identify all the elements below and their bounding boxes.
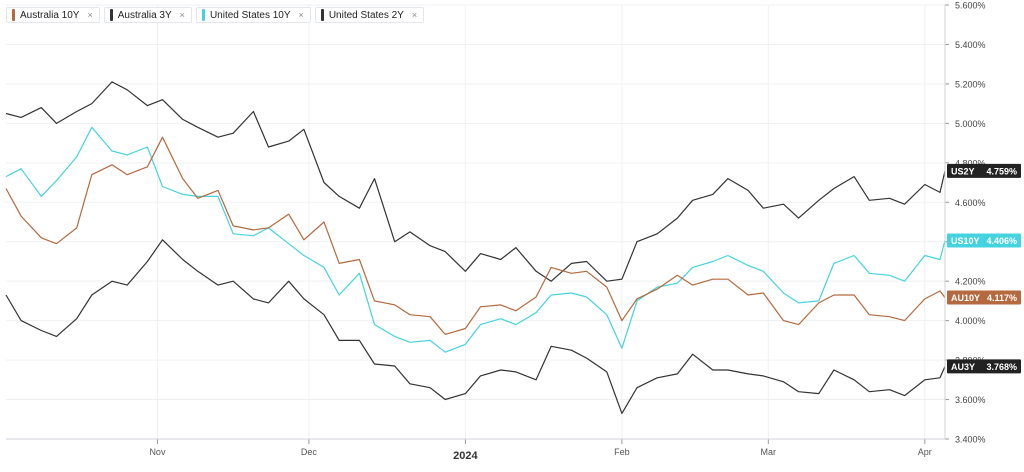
close-icon[interactable]: × bbox=[298, 10, 304, 20]
y-tick-label: 5.600% bbox=[955, 1, 986, 11]
badge-value: 4.117% bbox=[987, 293, 1017, 303]
y-tick-label: 4.600% bbox=[955, 198, 986, 208]
legend: Australia 10Y × Australia 3Y × United St… bbox=[6, 7, 425, 25]
legend-label: United States 2Y bbox=[328, 9, 404, 21]
series-color-swatch bbox=[320, 9, 324, 21]
legend-chip-united-states-10y[interactable]: United States 10Y × bbox=[195, 7, 311, 23]
badge-label: AU3Y bbox=[951, 362, 975, 372]
series-line-australia-10y[interactable] bbox=[5, 136, 946, 335]
legend-chip-australia-10y[interactable]: Australia 10Y × bbox=[6, 7, 100, 23]
y-tick-label: 3.600% bbox=[955, 395, 986, 405]
legend-label: Australia 3Y bbox=[117, 9, 172, 21]
series-line-united-states-2y[interactable] bbox=[5, 81, 946, 282]
x-tick-label: 2024 bbox=[453, 450, 478, 462]
close-icon[interactable]: × bbox=[179, 10, 185, 20]
x-tick-label: Apr bbox=[918, 447, 932, 457]
series-color-swatch bbox=[201, 9, 205, 21]
badge-au10y: AU10Y 4.117% bbox=[947, 290, 1021, 305]
badge-value: 4.759% bbox=[986, 166, 1017, 176]
y-tick-label: 3.400% bbox=[955, 435, 986, 445]
badge-background bbox=[947, 359, 1021, 374]
x-tick-label: Nov bbox=[149, 447, 166, 457]
y-tick-label: 5.400% bbox=[955, 40, 986, 50]
badge-au3y: AU3Y 3.768% bbox=[947, 359, 1021, 374]
series-line-australia-3y[interactable] bbox=[5, 239, 946, 414]
legend-label: Australia 10Y bbox=[20, 9, 80, 21]
x-tick-label: Mar bbox=[761, 447, 777, 457]
y-tick-label: 4.000% bbox=[955, 316, 986, 326]
badge-value: 3.768% bbox=[986, 362, 1017, 372]
badge-us10y: US10Y 4.406% bbox=[947, 233, 1021, 248]
y-tick-label: 5.000% bbox=[955, 119, 986, 129]
axes: 3.400%3.600%3.800%4.000%4.200%4.400%4.60… bbox=[6, 1, 986, 462]
badge-us2y: US2Y 4.759% bbox=[947, 163, 1021, 178]
badge-label: AU10Y bbox=[951, 293, 980, 303]
x-tick-label: Feb bbox=[614, 447, 630, 457]
close-icon[interactable]: × bbox=[411, 10, 418, 20]
series-color-swatch bbox=[12, 9, 15, 21]
badge-background bbox=[947, 163, 1021, 178]
legend-chip-australia-3y[interactable]: Australia 3Y × bbox=[103, 7, 192, 23]
series-line-united-states-10y[interactable] bbox=[5, 126, 946, 353]
badge-label: US10Y bbox=[951, 236, 980, 246]
series-lines bbox=[5, 81, 946, 414]
badge-value: 4.406% bbox=[986, 236, 1017, 246]
badge-background bbox=[947, 290, 1021, 305]
gridlines bbox=[6, 4, 945, 440]
last-value-badges: US2Y 4.759% US10Y 4.406% AU10Y 4.117% AU3Y 3.76… bbox=[947, 163, 1021, 374]
badge-label: US2Y bbox=[951, 166, 975, 176]
y-tick-label: 5.200% bbox=[955, 79, 986, 89]
y-tick-label: 4.200% bbox=[955, 277, 986, 287]
y-tick-label: 4.800% bbox=[955, 158, 986, 168]
close-icon[interactable]: × bbox=[87, 10, 93, 20]
legend-chip-united-states-2y[interactable]: United States 2Y × bbox=[314, 7, 425, 23]
series-color-swatch bbox=[109, 9, 113, 21]
badge-background bbox=[947, 233, 1021, 248]
legend-label: United States 10Y bbox=[209, 9, 291, 21]
x-tick-label: Dec bbox=[301, 447, 318, 457]
